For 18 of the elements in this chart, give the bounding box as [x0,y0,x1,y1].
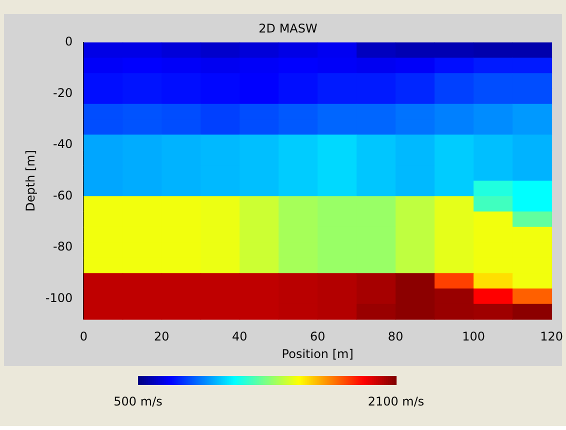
y-tick-label: -80 [53,240,73,254]
y-tick-label: -40 [53,137,73,152]
x-tick-label: 0 [80,330,88,344]
x-axis-title: Position [m] [282,346,354,361]
y-tick-label: -60 [53,188,73,202]
x-tick-label: 80 [388,330,404,344]
x-tick-label: 120 [540,330,563,344]
x-tick-label: 100 [462,330,486,344]
x-tick-label: 20 [154,330,170,344]
y-axis-title: Depth [m] [23,150,38,212]
x-tick-label: 60 [310,330,326,344]
y-tick-label: -100 [45,290,73,305]
color-bar-label: 2100 m/s [368,394,424,408]
chart-title: 2D MASW [258,21,318,36]
y-tick-label: 0 [64,34,73,49]
x-tick-label: 40 [232,330,248,344]
color-bar-label: 500 m/s [114,394,162,408]
y-tick-label: -20 [53,86,73,100]
